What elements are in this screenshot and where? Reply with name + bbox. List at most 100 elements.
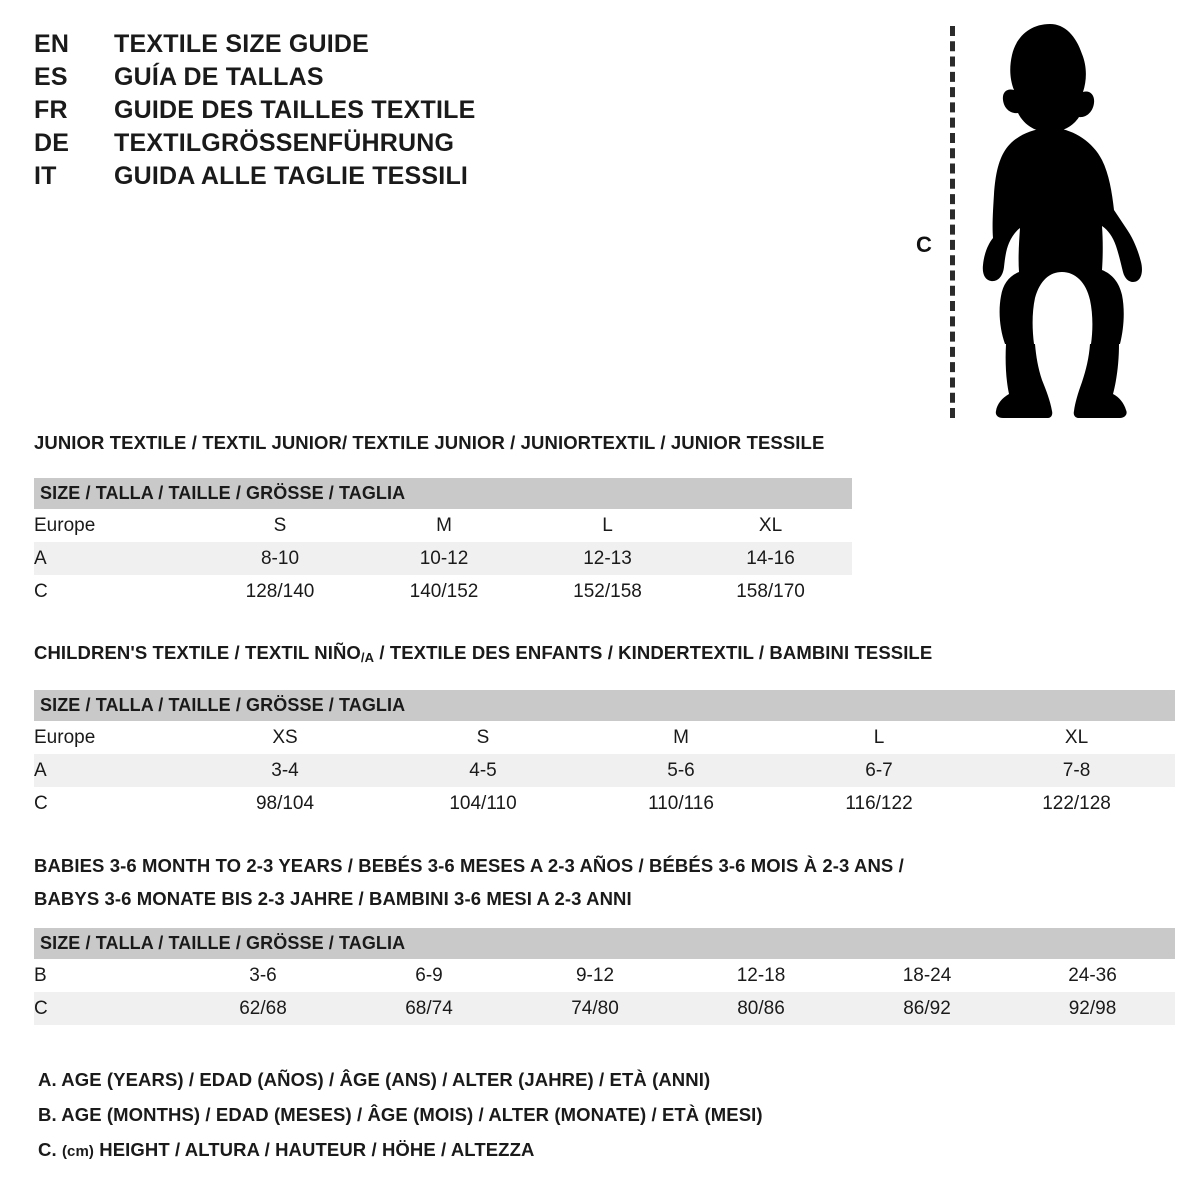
- junior-table-row-c: C 128/140 140/152 152/158 158/170: [34, 575, 853, 608]
- children-height-xs: 98/104: [186, 787, 384, 820]
- language-title-de: TEXTILGRÖSSENFÜHRUNG: [114, 129, 455, 157]
- junior-row-label-europe: Europe: [34, 509, 198, 542]
- children-table-band-label: SIZE / TALLA / TAILLE / GRÖSSE / TAGLIA: [34, 690, 1176, 721]
- language-header-block: EN TEXTILE SIZE GUIDE ES GUÍA DE TALLAS …: [34, 30, 594, 195]
- children-age-l: 6-7: [780, 754, 978, 787]
- language-title-it: GUIDA ALLE TAGLIE TESSILI: [114, 162, 469, 190]
- babies-months-24-36: 24-36: [1010, 959, 1176, 992]
- section-title-babies-line2: BABYS 3-6 MONATE BIS 2-3 JAHRE / BAMBINI…: [34, 888, 632, 909]
- babies-height-9-12: 74/80: [512, 992, 678, 1025]
- junior-size-table: SIZE / TALLA / TAILLE / GRÖSSE / TAGLIA …: [34, 478, 853, 608]
- legend-line-a: A. AGE (YEARS) / EDAD (AÑOS) / ÂGE (ANS)…: [38, 1069, 711, 1090]
- children-size-xl: XL: [978, 721, 1176, 754]
- junior-row-label-c: C: [34, 575, 198, 608]
- children-size-s: S: [384, 721, 582, 754]
- legend-line-c-pre: C.: [38, 1139, 62, 1160]
- language-title-en: TEXTILE SIZE GUIDE: [114, 30, 370, 58]
- language-row-fr: FR GUIDE DES TAILLES TEXTILE: [34, 96, 594, 129]
- junior-table-band-row: SIZE / TALLA / TAILLE / GRÖSSE / TAGLIA: [34, 478, 853, 509]
- children-table-band-row: SIZE / TALLA / TAILLE / GRÖSSE / TAGLIA: [34, 690, 1176, 721]
- babies-months-9-12: 9-12: [512, 959, 678, 992]
- children-row-label-europe: Europe: [34, 721, 186, 754]
- language-code-es: ES: [34, 63, 68, 91]
- children-age-xl: 7-8: [978, 754, 1176, 787]
- babies-months-18-24: 18-24: [844, 959, 1010, 992]
- junior-height-xl: 158/170: [689, 575, 853, 608]
- section-title-children-text-sub: /A: [360, 650, 375, 665]
- section-title-junior-text: JUNIOR TEXTILE / TEXTIL JUNIOR/ TEXTILE …: [34, 432, 825, 453]
- babies-height-12-18: 80/86: [678, 992, 844, 1025]
- children-table-row-europe: Europe XS S M L XL: [34, 721, 1176, 754]
- language-code-en: EN: [34, 30, 70, 58]
- junior-age-m: 10-12: [362, 542, 526, 575]
- babies-row-label-c: C: [34, 992, 180, 1025]
- junior-height-m: 140/152: [362, 575, 526, 608]
- junior-age-l: 12-13: [526, 542, 689, 575]
- children-age-m: 5-6: [582, 754, 780, 787]
- junior-size-xl: XL: [689, 509, 853, 542]
- children-height-l: 116/122: [780, 787, 978, 820]
- children-size-l: L: [780, 721, 978, 754]
- children-height-s: 104/110: [384, 787, 582, 820]
- language-row-it: IT GUIDA ALLE TAGLIE TESSILI: [34, 162, 594, 195]
- section-title-babies-line1: BABIES 3-6 MONTH TO 2-3 YEARS / BEBÉS 3-…: [34, 855, 904, 876]
- children-height-xl: 122/128: [978, 787, 1176, 820]
- children-height-m: 110/116: [582, 787, 780, 820]
- children-table-row-c: C 98/104 104/110 110/116 116/122 122/128: [34, 787, 1176, 820]
- section-title-children-text-post: / TEXTILE DES ENFANTS / KINDERTEXTIL / B…: [374, 642, 933, 663]
- children-row-label-c: C: [34, 787, 186, 820]
- junior-size-l: L: [526, 509, 689, 542]
- section-title-babies: BABIES 3-6 MONTH TO 2-3 YEARS / BEBÉS 3-…: [34, 855, 904, 910]
- height-figure-area: C: [900, 14, 1150, 424]
- junior-height-l: 152/158: [526, 575, 689, 608]
- children-age-xs: 3-4: [186, 754, 384, 787]
- children-size-m: M: [582, 721, 780, 754]
- junior-height-s: 128/140: [198, 575, 362, 608]
- junior-table-row-a: A 8-10 10-12 12-13 14-16: [34, 542, 853, 575]
- junior-table-row-europe: Europe S M L XL: [34, 509, 853, 542]
- junior-table-band-label: SIZE / TALLA / TAILLE / GRÖSSE / TAGLIA: [34, 478, 853, 509]
- language-row-es: ES GUÍA DE TALLAS: [34, 63, 594, 96]
- junior-size-m: M: [362, 509, 526, 542]
- babies-height-3-6: 62/68: [180, 992, 346, 1025]
- toddler-silhouette-icon: [982, 24, 1142, 418]
- language-row-de: DE TEXTILGRÖSSENFÜHRUNG: [34, 129, 594, 162]
- babies-months-12-18: 12-18: [678, 959, 844, 992]
- section-title-children-text-pre: CHILDREN'S TEXTILE / TEXTIL NIÑO: [34, 642, 361, 663]
- junior-age-xl: 14-16: [689, 542, 853, 575]
- babies-months-6-9: 6-9: [346, 959, 512, 992]
- language-code-de: DE: [34, 129, 70, 157]
- legend-line-b: B. AGE (MONTHS) / EDAD (MESES) / ÂGE (MO…: [38, 1104, 763, 1125]
- babies-row-label-b: B: [34, 959, 180, 992]
- children-size-table: SIZE / TALLA / TAILLE / GRÖSSE / TAGLIA …: [34, 690, 1176, 820]
- children-row-label-a: A: [34, 754, 186, 787]
- children-age-s: 4-5: [384, 754, 582, 787]
- legend-block: A. AGE (YEARS) / EDAD (AÑOS) / ÂGE (ANS)…: [38, 1062, 763, 1169]
- language-title-es: GUÍA DE TALLAS: [114, 63, 324, 91]
- babies-table-band-label: SIZE / TALLA / TAILLE / GRÖSSE / TAGLIA: [34, 928, 1176, 959]
- section-title-junior: JUNIOR TEXTILE / TEXTIL JUNIOR/ TEXTILE …: [34, 432, 824, 454]
- children-size-xs: XS: [186, 721, 384, 754]
- babies-months-3-6: 3-6: [180, 959, 346, 992]
- babies-table-row-b: B 3-6 6-9 9-12 12-18 18-24 24-36: [34, 959, 1176, 992]
- language-code-it: IT: [34, 162, 57, 190]
- children-table-row-a: A 3-4 4-5 5-6 6-7 7-8: [34, 754, 1176, 787]
- junior-size-s: S: [198, 509, 362, 542]
- babies-height-6-9: 68/74: [346, 992, 512, 1025]
- legend-line-c: C. (cm) HEIGHT / ALTURA / HAUTEUR / HÖHE…: [38, 1132, 763, 1169]
- babies-size-table: SIZE / TALLA / TAILLE / GRÖSSE / TAGLIA …: [34, 928, 1176, 1025]
- legend-line-c-unit: (cm): [61, 1143, 95, 1160]
- language-code-fr: FR: [34, 96, 68, 124]
- junior-age-s: 8-10: [198, 542, 362, 575]
- junior-row-label-a: A: [34, 542, 198, 575]
- language-row-en: EN TEXTILE SIZE GUIDE: [34, 30, 594, 63]
- language-title-fr: GUIDE DES TAILLES TEXTILE: [114, 96, 476, 124]
- legend-line-c-post: HEIGHT / ALTURA / HAUTEUR / HÖHE / ALTEZ…: [94, 1139, 535, 1160]
- height-measure-label-c: C: [916, 232, 932, 257]
- babies-table-band-row: SIZE / TALLA / TAILLE / GRÖSSE / TAGLIA: [34, 928, 1176, 959]
- section-title-children: CHILDREN'S TEXTILE / TEXTIL NIÑO/A / TEX…: [34, 642, 932, 665]
- babies-table-row-c: C 62/68 68/74 74/80 80/86 86/92 92/98: [34, 992, 1176, 1025]
- babies-height-18-24: 86/92: [844, 992, 1010, 1025]
- height-dashed-guide-line: [950, 26, 955, 418]
- babies-height-24-36: 92/98: [1010, 992, 1176, 1025]
